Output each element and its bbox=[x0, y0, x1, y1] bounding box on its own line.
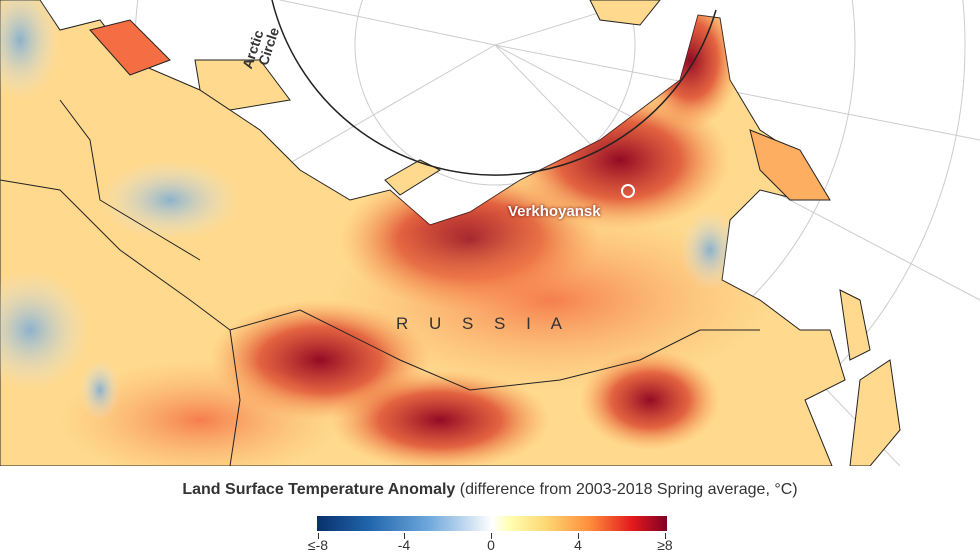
tick-label: 0 bbox=[487, 537, 495, 553]
country-label: R U S S I A bbox=[396, 314, 570, 333]
tick-mark bbox=[665, 533, 666, 539]
legend-title-main: Land Surface Temperature Anomaly bbox=[182, 481, 456, 498]
landmass bbox=[0, 0, 901, 466]
tick-mark bbox=[318, 533, 319, 539]
tick-label: -4 bbox=[397, 537, 411, 553]
temperature-anomaly-map bbox=[0, 0, 980, 466]
legend-title: Land Surface Temperature Anomaly (differ… bbox=[0, 481, 980, 499]
city-label: Verkhoyansk bbox=[508, 203, 601, 220]
verkhoyansk-marker bbox=[621, 184, 635, 198]
color-scale-bar bbox=[317, 516, 667, 531]
legend-title-sub: (difference from 2003-2018 Spring averag… bbox=[455, 481, 798, 498]
tick-mark bbox=[404, 533, 405, 539]
tick-label: ≥8 bbox=[657, 537, 673, 553]
tick-mark bbox=[578, 533, 579, 539]
tick-mark bbox=[491, 533, 492, 539]
arctic-circle-line bbox=[271, 0, 717, 176]
tick-label: 4 bbox=[574, 537, 582, 553]
tick-label: ≤-8 bbox=[307, 537, 329, 553]
